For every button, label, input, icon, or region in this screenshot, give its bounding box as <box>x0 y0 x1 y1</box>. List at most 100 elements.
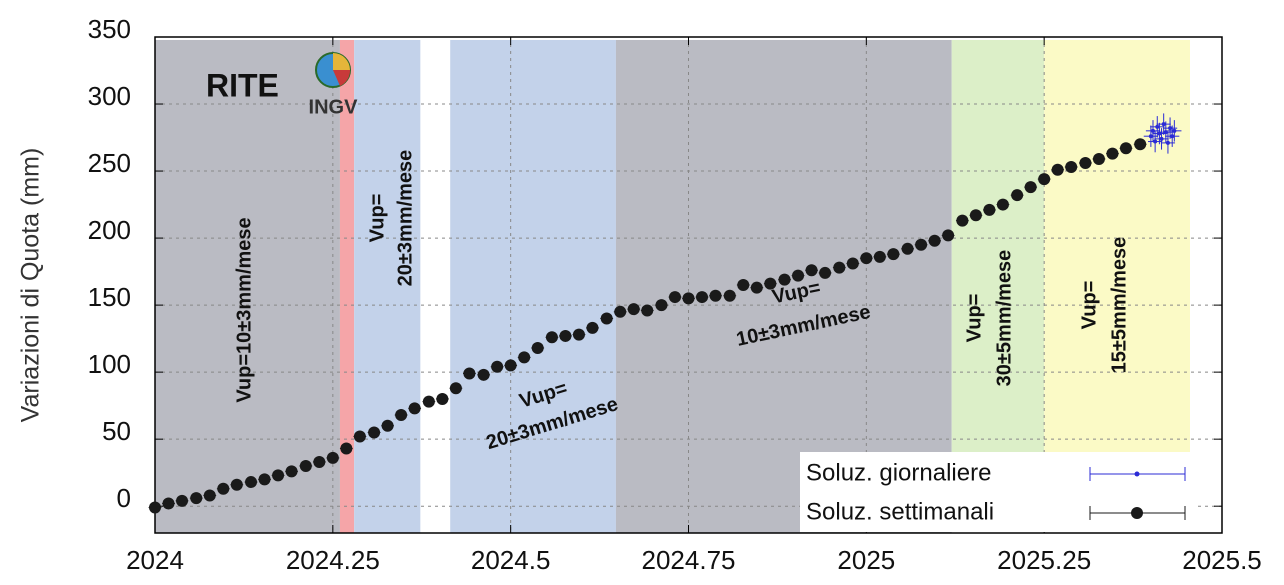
data-point <box>873 250 886 263</box>
data-point <box>846 257 859 270</box>
y-tick-label: 50 <box>102 416 131 446</box>
data-point <box>1148 134 1153 139</box>
annotation: Vup= 30±5mm/mese <box>963 250 1015 387</box>
data-point <box>1151 128 1156 133</box>
data-point <box>627 303 640 316</box>
x-tick-label: 2025 <box>837 545 895 575</box>
y-tick-label: 250 <box>88 148 131 178</box>
data-point <box>449 382 462 395</box>
data-point <box>1024 181 1037 194</box>
shaded-band <box>615 40 952 533</box>
shaded-band <box>339 40 355 533</box>
y-tick-label: 100 <box>88 349 131 379</box>
annotation-text: Vup= <box>963 294 985 343</box>
data-point <box>1153 139 1158 144</box>
data-point <box>1106 147 1119 160</box>
data-point <box>792 269 805 282</box>
x-tick-label: 2025.25 <box>997 545 1091 575</box>
data-point <box>422 395 435 408</box>
data-point <box>1038 173 1051 186</box>
annotation: Vup=10±3mm/mese <box>233 217 255 402</box>
data-point <box>230 478 243 491</box>
data-point <box>819 266 832 279</box>
data-point <box>1051 163 1064 176</box>
data-point <box>600 312 613 325</box>
x-tick-label: 2024.25 <box>286 545 380 575</box>
data-point <box>956 214 969 227</box>
data-point <box>942 229 955 242</box>
shaded-band <box>450 40 616 533</box>
data-point <box>245 476 258 489</box>
data-point <box>586 321 599 334</box>
shaded-band <box>155 40 340 533</box>
logo-title: RITE <box>206 67 279 103</box>
data-point <box>491 360 504 373</box>
shaded-band <box>951 40 1045 453</box>
data-point <box>545 331 558 344</box>
data-point <box>1011 189 1024 202</box>
data-point <box>723 289 736 302</box>
annotation: Vup= 15±5mm/mese <box>1078 237 1130 374</box>
data-point <box>518 351 531 364</box>
data-point <box>395 409 408 422</box>
data-point <box>436 392 449 405</box>
data-point <box>860 252 873 265</box>
data-point <box>709 289 722 302</box>
data-point <box>190 492 203 505</box>
legend-label: Soluz. giornaliere <box>806 459 991 486</box>
data-point <box>217 482 230 495</box>
data-point <box>299 459 312 472</box>
y-tick-label: 150 <box>88 282 131 312</box>
data-point <box>1165 140 1170 145</box>
x-tick-label: 2024.75 <box>642 545 736 575</box>
data-point <box>764 277 777 290</box>
annotation-text: 15±5mm/mese <box>1108 237 1130 374</box>
data-point <box>682 292 695 305</box>
data-point <box>1172 128 1177 133</box>
annotation-text: Vup=10±3mm/mese <box>233 217 255 402</box>
data-point <box>203 489 216 502</box>
data-point <box>353 430 366 443</box>
data-point <box>915 238 928 251</box>
data-point <box>668 291 681 304</box>
data-point <box>559 329 572 342</box>
data-point <box>887 248 900 261</box>
annotation-text: 20±3mm/mese <box>394 150 416 287</box>
data-point <box>996 198 1009 211</box>
data-point <box>326 451 339 464</box>
data-point <box>614 305 627 318</box>
data-point <box>381 419 394 432</box>
data-point <box>477 368 490 381</box>
data-point <box>1079 157 1092 170</box>
data-point <box>1161 122 1166 127</box>
shaded-band <box>1044 40 1190 453</box>
x-tick-label: 2024.5 <box>471 545 551 575</box>
legend-label: Soluz. settimanali <box>806 498 994 525</box>
annotation-text: Vup= <box>1078 281 1100 330</box>
data-point <box>176 494 189 507</box>
data-point <box>750 281 763 294</box>
data-point <box>641 304 654 317</box>
shaded-band <box>354 40 421 533</box>
data-point <box>162 497 175 510</box>
annotation-text: Vup= <box>366 194 388 243</box>
logo-globe-part <box>333 70 351 86</box>
data-point <box>531 342 544 355</box>
annotation: Vup= 20±3mm/mese <box>366 150 416 287</box>
data-point <box>1170 134 1175 139</box>
data-point <box>258 473 271 486</box>
data-point <box>1168 126 1173 131</box>
x-tick-label: 2024 <box>126 545 184 575</box>
data-point <box>737 279 750 291</box>
data-point <box>928 234 941 247</box>
y-axis-label: Variazioni di Quota (mm) <box>17 148 45 423</box>
plot-frame <box>154 36 1223 534</box>
data-point <box>1119 142 1132 155</box>
data-point <box>969 209 982 222</box>
annotation-text: 30±5mm/mese <box>993 250 1015 387</box>
data-point <box>696 291 709 304</box>
logo-globe-part <box>333 53 350 70</box>
data-point <box>340 442 353 455</box>
data-point <box>1159 136 1164 141</box>
